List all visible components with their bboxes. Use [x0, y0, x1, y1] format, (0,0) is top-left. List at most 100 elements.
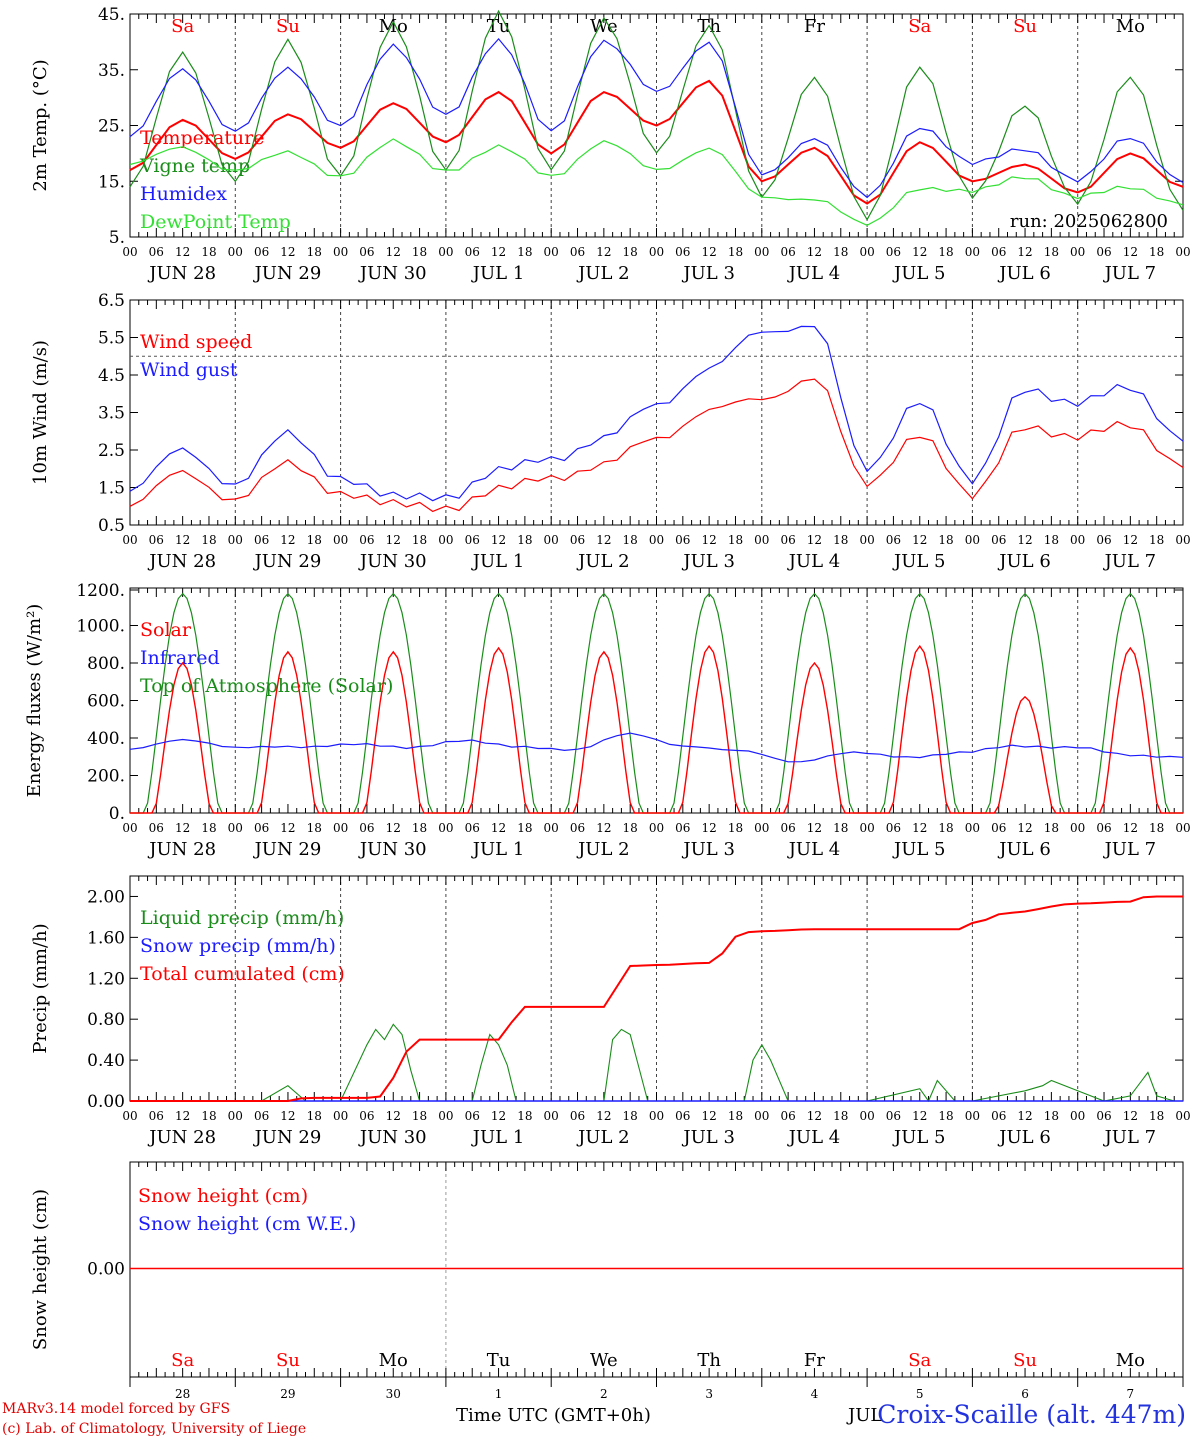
hour-tick-label: 18: [623, 1109, 638, 1123]
solar-line: [130, 644, 1183, 814]
hour-tick-label: 12: [1017, 245, 1032, 259]
date-label: JUN 29: [253, 1127, 322, 1148]
run-label: run: 2025062800: [1010, 211, 1168, 232]
hour-tick-label: 18: [728, 245, 743, 259]
hour-tick-label: 06: [254, 1109, 269, 1123]
hour-tick-label: 06: [675, 821, 690, 835]
y-tick-label: 600.: [87, 692, 125, 712]
weekday-label: Mo: [1116, 16, 1145, 37]
humidex-line: [129, 37, 1184, 199]
hour-tick-label: 18: [201, 1109, 216, 1123]
y-tick-label: 1.5: [98, 479, 125, 499]
date-label: JUL 5: [892, 839, 946, 860]
hour-tick-label: 00: [544, 245, 559, 259]
hour-tick-label: 18: [201, 533, 216, 547]
y-tick-label: 0.00: [87, 1092, 125, 1112]
date-label: JUN 28: [147, 551, 216, 572]
weekday-label: Su: [276, 1350, 300, 1371]
hour-tick-label: 06: [886, 1109, 901, 1123]
hour-tick-label: 18: [833, 821, 848, 835]
hour-tick-label: 12: [912, 1109, 927, 1123]
y-tick-label: 2.00: [87, 887, 125, 907]
hour-tick-label: 00: [438, 821, 453, 835]
hour-tick-label: 12: [702, 821, 717, 835]
y-axis-label: 2m Temp. (°C): [30, 59, 51, 191]
day-number-label: 7: [1127, 1387, 1135, 1401]
credit-model: MARv3.14 model forced by GFS: [2, 1401, 231, 1417]
hour-tick-label: 06: [149, 245, 164, 259]
y-tick-label: 4.5: [98, 366, 125, 386]
day-number-label: 4: [811, 1387, 819, 1401]
hour-tick-label: 00: [649, 245, 664, 259]
hour-tick-label: 18: [1044, 245, 1059, 259]
day-number-label: 6: [1021, 1387, 1029, 1401]
hour-tick-label: 06: [149, 1109, 164, 1123]
y-tick-label: 1.60: [87, 928, 125, 948]
hour-tick-label: 06: [254, 245, 269, 259]
hour-tick-label: 06: [254, 533, 269, 547]
hour-tick-label: 06: [780, 245, 795, 259]
hour-tick-label: 12: [912, 245, 927, 259]
hour-tick-label: 18: [201, 821, 216, 835]
hour-tick-label: 06: [465, 1109, 480, 1123]
hour-tick-label: 00: [965, 533, 980, 547]
hour-tick-label: 18: [1149, 533, 1164, 547]
day-number-label: 1: [495, 1387, 503, 1401]
hour-tick-label: 06: [570, 821, 585, 835]
hour-tick-label: 12: [175, 1109, 190, 1123]
hour-tick-label: 12: [491, 1109, 506, 1123]
hour-tick-label: 00: [333, 821, 348, 835]
hour-tick-label: 06: [991, 1109, 1006, 1123]
day-number-label: 5: [916, 1387, 924, 1401]
hour-tick-label: 12: [386, 821, 401, 835]
x-axis-title: Time UTC (GMT+0h): [456, 1405, 651, 1426]
credit-lab: (c) Lab. of Climatology, University of L…: [2, 1421, 307, 1437]
hour-tick-label: 00: [1070, 821, 1085, 835]
y-tick-label: 25.: [98, 117, 125, 137]
hour-tick-label: 06: [1096, 533, 1111, 547]
date-label: JUN 29: [253, 551, 322, 572]
hour-tick-label: 18: [307, 1109, 322, 1123]
hour-tick-label: 00: [333, 245, 348, 259]
hour-tick-label: 18: [623, 821, 638, 835]
temperature-line: [129, 79, 1184, 205]
weekday-label: Fr: [804, 16, 825, 37]
hour-tick-label: 12: [912, 821, 927, 835]
date-label: JUL 2: [576, 263, 630, 284]
y-tick-label: 5.5: [98, 329, 125, 349]
y-tick-label: 3.5: [98, 404, 125, 424]
dewpoint-line: [129, 138, 1184, 226]
hour-tick-label: 12: [386, 1109, 401, 1123]
panel-frame: [129, 299, 1184, 526]
y-tick-label: 800.: [87, 654, 125, 674]
day-number-label: 29: [280, 1387, 295, 1401]
hour-tick-label: 06: [570, 1109, 585, 1123]
date-label: JUN 30: [358, 263, 427, 284]
hour-tick-label: 18: [833, 245, 848, 259]
day-number-label: 2: [600, 1387, 608, 1401]
hour-tick-label: 12: [807, 533, 822, 547]
hour-tick-label: 00: [228, 533, 243, 547]
date-label: JUL 5: [892, 263, 946, 284]
y-tick-label: 1200.: [76, 581, 125, 601]
date-label: JUL 6: [997, 263, 1051, 284]
hour-tick-label: 12: [175, 533, 190, 547]
panel-3: [129, 587, 1184, 814]
hour-tick-label: 06: [675, 1109, 690, 1123]
legend-entry: Snow precip (mm/h): [140, 935, 336, 957]
hour-tick-label: 00: [544, 533, 559, 547]
date-label: JUL 2: [576, 839, 630, 860]
hour-tick-label: 00: [649, 1109, 664, 1123]
hour-tick-label: 00: [228, 245, 243, 259]
station-title: Croix-Scaille (alt. 447m): [877, 1400, 1186, 1429]
hour-tick-label: 12: [1123, 821, 1138, 835]
hour-tick-label: 18: [412, 245, 427, 259]
wind-speed-line: [129, 378, 1184, 513]
hour-tick-label: 00: [649, 533, 664, 547]
date-label: JUL 6: [997, 839, 1051, 860]
hour-tick-label: 12: [280, 821, 295, 835]
hour-tick-label: 06: [465, 533, 480, 547]
hour-tick-label: 12: [807, 245, 822, 259]
hour-tick-label: 06: [675, 245, 690, 259]
y-tick-label: 35.: [98, 61, 125, 81]
